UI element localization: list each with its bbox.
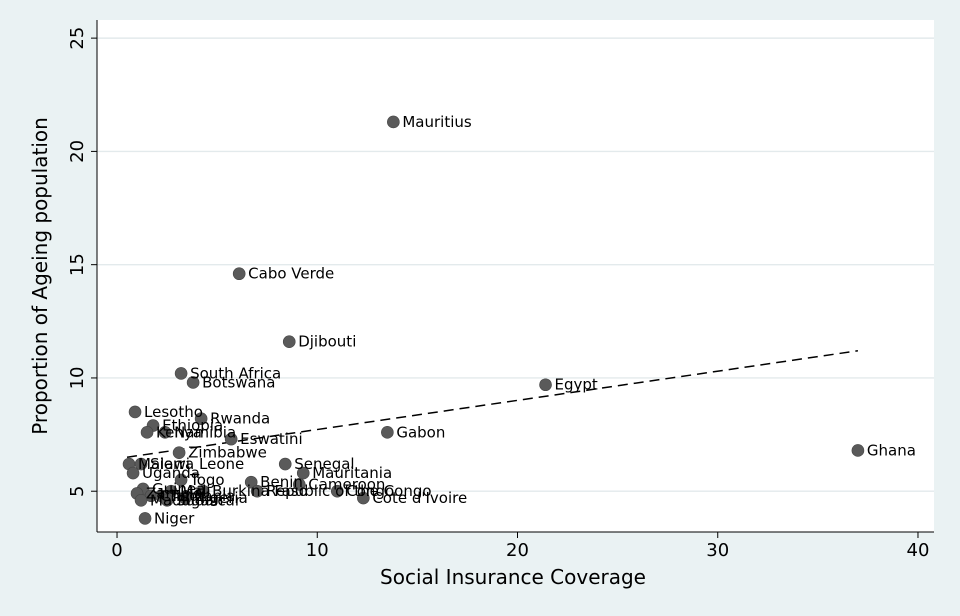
data-point	[224, 432, 238, 446]
data-point	[387, 115, 400, 129]
data-point-label: Cabo Verde	[248, 265, 334, 283]
data-point-label: Togo	[189, 471, 225, 489]
data-point-label: Kenya	[156, 423, 202, 441]
data-point-label: Benin	[260, 473, 303, 491]
data-point-label: Chad	[160, 487, 199, 505]
axes: 5 10 15 20 25 0 10 20 30 40	[67, 20, 934, 561]
data-point-label: Malawi	[138, 455, 190, 473]
data-point	[174, 473, 188, 487]
data-point	[196, 484, 210, 498]
data-point-label: Cote d'Ivoire	[372, 489, 467, 507]
data-point	[292, 478, 306, 491]
data-point	[194, 412, 208, 426]
data-point	[178, 491, 192, 505]
y-tick-label: 15	[67, 253, 88, 276]
data-point-label: Botswana	[202, 373, 275, 391]
data-point-label: Mali	[180, 482, 210, 500]
x-tick-label: 40	[907, 540, 930, 561]
data-point	[296, 466, 310, 480]
data-point	[244, 475, 258, 489]
data-point-label: Ghana	[867, 441, 916, 459]
data-point	[140, 426, 154, 439]
data-point-label: Mauritania	[312, 464, 392, 482]
data-point	[158, 426, 172, 439]
data-point-label: Zimbabwe	[188, 444, 267, 462]
data-point-label: South Africa	[190, 364, 281, 382]
data-point	[186, 376, 200, 389]
data-point	[172, 446, 186, 460]
data-point-label: Mauritius	[402, 113, 472, 131]
data-point	[138, 512, 152, 525]
data-points	[122, 115, 865, 525]
x-tick-label: 10	[306, 540, 329, 561]
data-point-label: Senegal	[294, 455, 354, 473]
data-point	[126, 466, 140, 480]
data-point-label: Gabon	[396, 423, 445, 441]
gridlines	[97, 37, 934, 492]
data-point	[282, 335, 296, 348]
data-point-label: Lesotho	[144, 403, 203, 421]
x-tick-label: 20	[506, 540, 529, 561]
y-axis-title: Proportion of Ageing population	[28, 117, 52, 435]
data-point-label: Zambia	[146, 484, 203, 502]
data-point-label: Rwanda	[210, 410, 270, 428]
data-point	[278, 457, 292, 471]
data-point-label: Egypt	[555, 376, 598, 394]
data-point	[851, 444, 865, 457]
y-tick-label: 10	[67, 366, 88, 389]
data-point	[232, 267, 246, 281]
data-point	[250, 484, 264, 498]
data-point	[134, 457, 148, 471]
data-point	[539, 378, 552, 392]
data-point-label: Sudan	[176, 491, 223, 509]
data-point-label: Namibia	[174, 423, 236, 441]
data-point-label: Burkina Faso	[212, 482, 308, 500]
data-point-label: Cameroon	[308, 475, 385, 493]
fit-line-group	[126, 350, 859, 458]
data-point	[357, 491, 370, 505]
data-point-label: Eswatini	[240, 430, 302, 448]
data-point-label: Guinea	[152, 480, 205, 498]
data-point-label: Uganda	[142, 464, 200, 482]
data-point-label: Republic of the Congo	[266, 482, 431, 500]
data-point-label: Ethiopia	[162, 417, 223, 435]
data-point	[128, 405, 142, 419]
y-tick-label: 5	[67, 485, 88, 496]
data-point-label: Niger	[154, 509, 195, 527]
x-axis-title: Social Insurance Coverage	[380, 565, 646, 589]
data-point	[381, 426, 394, 439]
data-point-label: Congo	[346, 482, 394, 500]
data-point	[134, 493, 148, 507]
x-tick-label: 30	[706, 540, 729, 561]
y-tick-label: 25	[67, 27, 88, 50]
data-point-label: Madagascar	[150, 491, 242, 509]
x-tick-label: 0	[111, 540, 122, 561]
data-point-label: Tanzania	[169, 487, 235, 505]
data-point	[160, 493, 174, 507]
data-point-label: Sierra Leone	[150, 455, 244, 473]
data-point-label: Djibouti	[298, 333, 356, 351]
y-tick-label: 20	[67, 140, 88, 163]
data-point-label: Nigeria	[194, 489, 248, 507]
fit-line	[126, 350, 859, 458]
data-point	[330, 484, 344, 498]
data-point	[174, 367, 188, 380]
